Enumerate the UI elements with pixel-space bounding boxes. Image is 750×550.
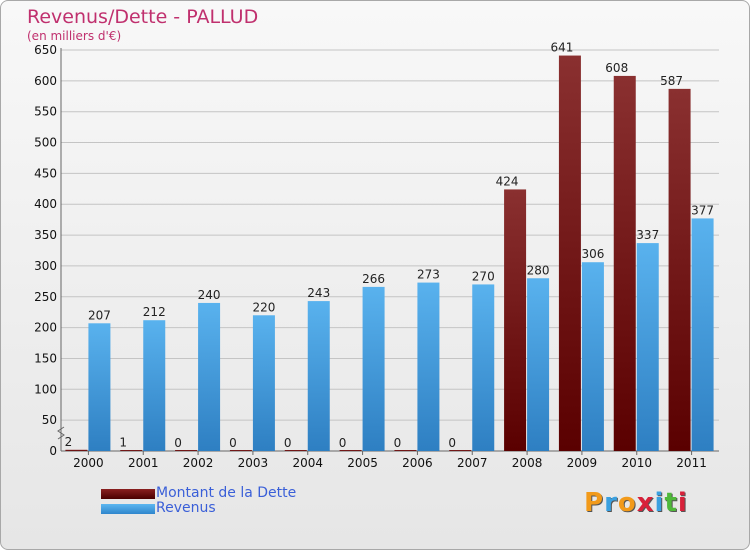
bar-revenus-2006	[417, 282, 440, 451]
data-label-dette-2007: 0	[448, 436, 456, 450]
data-label-dette-2009: 641	[550, 41, 573, 55]
bar-revenus-2002	[198, 302, 221, 451]
bar-revenus-2007	[472, 284, 495, 451]
y-tick-600: 600	[34, 74, 57, 88]
x-tick-2011: 2011	[676, 456, 707, 470]
axis-break-mark	[57, 426, 65, 440]
bar-revenus-2010	[636, 243, 659, 451]
bar-dette-2001	[120, 450, 143, 451]
data-label-revenus-2006: 273	[417, 268, 440, 282]
data-label-dette-2011: 587	[660, 74, 683, 88]
x-tick-2005: 2005	[347, 456, 378, 470]
bar-revenus-2008	[527, 278, 550, 451]
data-label-dette-2005: 0	[339, 436, 347, 450]
logo-letter: o	[617, 488, 637, 518]
logo-letter: P	[584, 488, 605, 518]
data-label-dette-2004: 0	[284, 436, 292, 450]
bar-dette-2003	[229, 450, 252, 451]
x-tick-2006: 2006	[402, 456, 433, 470]
data-label-revenus-2002: 240	[198, 288, 221, 302]
x-tick-2002: 2002	[183, 456, 214, 470]
bar-dette-2002	[175, 450, 198, 451]
chart-title: Revenus/Dette - PALLUD	[27, 6, 259, 28]
bar-dette-2000	[65, 449, 88, 451]
logo-letter: i	[677, 488, 688, 518]
data-label-dette-2003: 0	[229, 436, 237, 450]
y-tick-550: 550	[34, 105, 57, 119]
y-tick-150: 150	[34, 351, 57, 365]
bar-dette-2008	[504, 189, 527, 451]
x-tick-2008: 2008	[512, 456, 543, 470]
x-tick-2010: 2010	[621, 456, 652, 470]
x-tick-2000: 2000	[73, 456, 104, 470]
bar-dette-2007	[449, 450, 472, 451]
y-tick-50: 50	[42, 413, 57, 427]
y-tick-250: 250	[34, 290, 57, 304]
bar-revenus-2001	[143, 320, 166, 451]
proxiti-logo: Proxiti	[584, 488, 688, 518]
bar-revenus-2000	[88, 323, 111, 451]
data-label-revenus-2010: 337	[636, 228, 659, 242]
y-tick-100: 100	[34, 382, 57, 396]
bar-revenus-2009	[581, 262, 604, 451]
bar-revenus-2005	[362, 286, 385, 451]
y-tick-300: 300	[34, 259, 57, 273]
logo-letter: r	[604, 488, 618, 518]
logo-letter: t	[664, 488, 678, 518]
logo-letter: x	[636, 488, 655, 518]
y-tick-400: 400	[34, 197, 57, 211]
y-tick-0: 0	[49, 444, 57, 458]
legend-label-dette: Montant de la Dette	[156, 485, 297, 501]
x-tick-2001: 2001	[128, 456, 159, 470]
bar-dette-2006	[394, 450, 417, 451]
axis-layer: 0501001502002503003504004505005506006502…	[34, 43, 719, 470]
data-label-revenus-2000: 207	[88, 308, 111, 322]
data-label-dette-2001: 1	[119, 435, 127, 449]
bar-revenus-2011	[691, 218, 714, 451]
data-label-revenus-2011: 377	[691, 203, 714, 217]
bar-dette-2004	[284, 450, 307, 451]
label-layer: 2 207 1 212 0 240 0 220 0 243 0 266 0 273 0 270 424 280 64…	[65, 41, 714, 450]
legend-label-revenus: Revenus	[156, 500, 216, 516]
legend-swatch-revenus	[101, 504, 155, 514]
data-label-revenus-2005: 266	[362, 272, 385, 286]
data-label-dette-2010: 608	[605, 61, 628, 75]
y-tick-350: 350	[34, 228, 57, 242]
x-tick-2004: 2004	[292, 456, 323, 470]
bar-layer	[65, 55, 714, 452]
bar-revenus-2003	[252, 315, 275, 451]
x-tick-2007: 2007	[457, 456, 488, 470]
data-label-revenus-2003: 220	[252, 300, 275, 314]
data-label-dette-2000: 2	[65, 435, 73, 449]
data-label-revenus-2007: 270	[472, 269, 495, 283]
bar-dette-2005	[339, 450, 362, 451]
chart-subtitle: (en milliers d'€)	[27, 29, 122, 43]
bar-dette-2010	[613, 75, 636, 451]
bar-dette-2009	[558, 55, 581, 451]
y-tick-450: 450	[34, 166, 57, 180]
data-label-revenus-2001: 212	[143, 305, 166, 319]
x-tick-2003: 2003	[238, 456, 269, 470]
data-label-dette-2006: 0	[394, 436, 402, 450]
bar-dette-2011	[668, 88, 691, 452]
logo-letter: i	[654, 488, 665, 518]
y-tick-650: 650	[34, 43, 57, 57]
grid-layer	[61, 49, 719, 421]
x-tick-2009: 2009	[567, 456, 598, 470]
data-label-revenus-2009: 306	[581, 247, 604, 261]
legend-swatch-dette	[101, 489, 155, 499]
bar-revenus-2004	[307, 301, 330, 451]
data-label-revenus-2004: 243	[307, 286, 330, 300]
data-label-revenus-2008: 280	[527, 263, 550, 277]
y-tick-200: 200	[34, 321, 57, 335]
data-label-dette-2002: 0	[174, 436, 182, 450]
y-tick-500: 500	[34, 136, 57, 150]
data-label-dette-2008: 424	[496, 174, 519, 188]
